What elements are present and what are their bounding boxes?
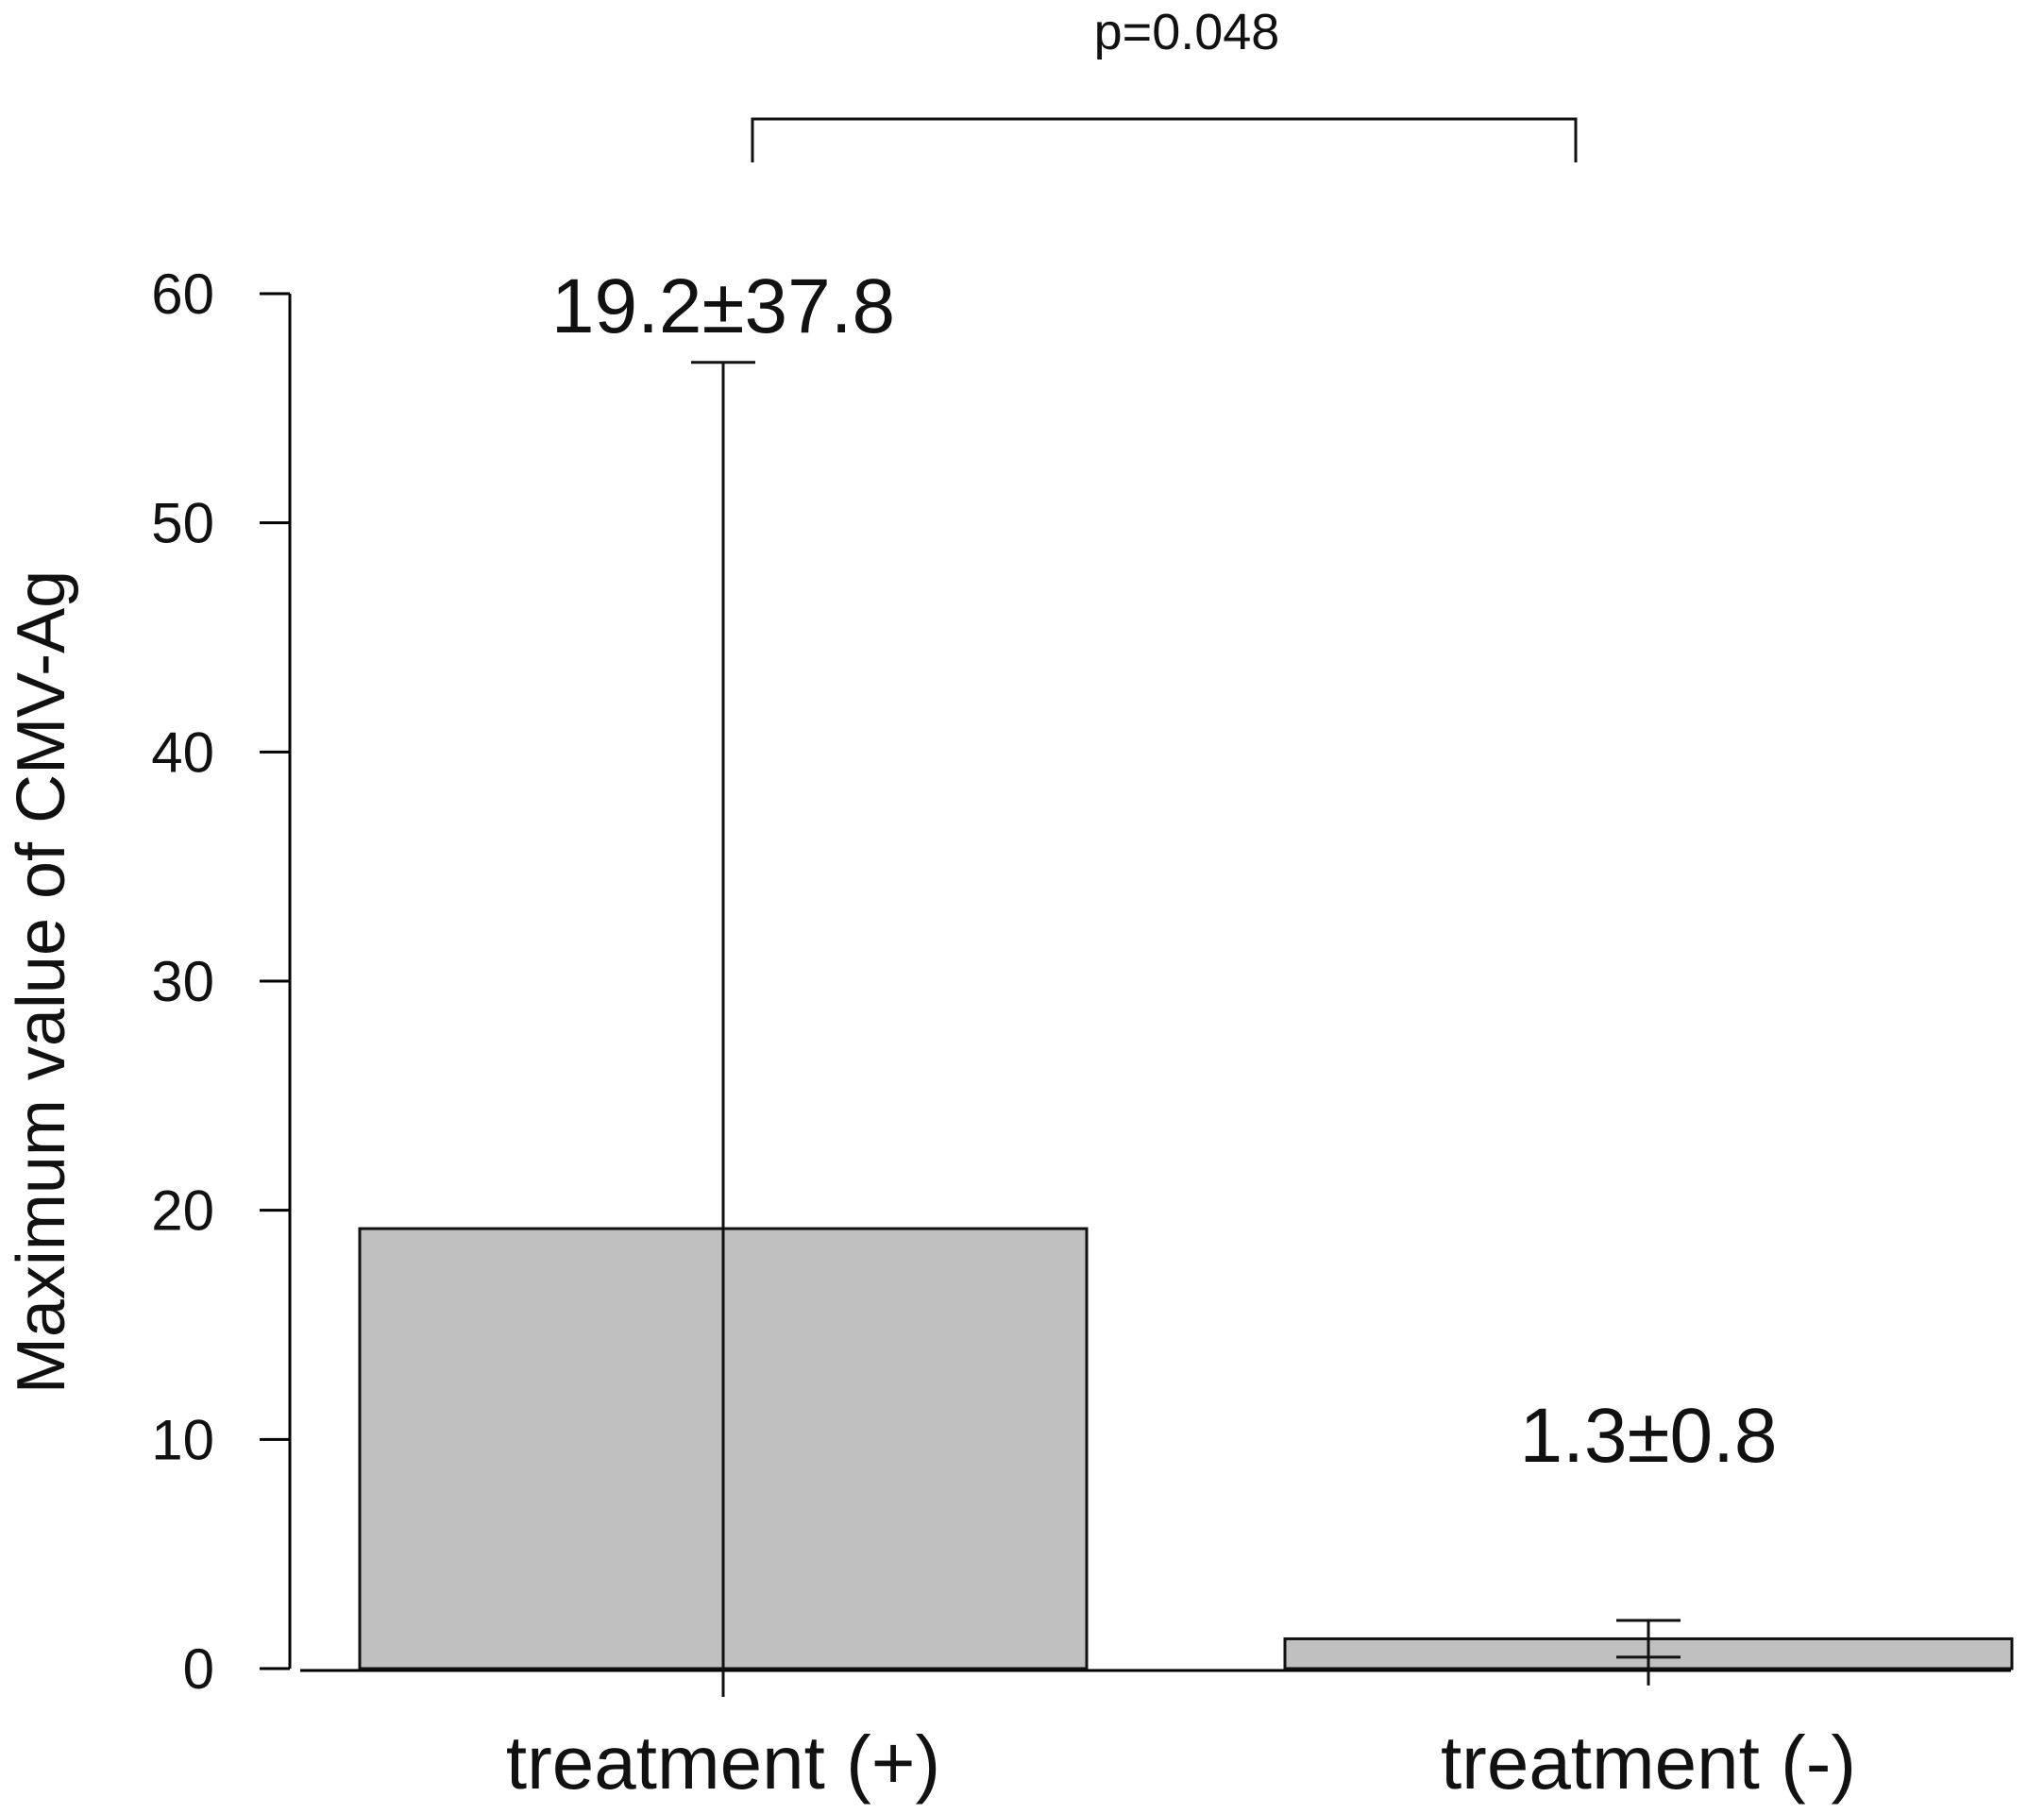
y-tick-label: 0 xyxy=(183,1637,214,1701)
data-label: 19.2±37.8 xyxy=(551,263,895,349)
y-axis: 0 10 20 30 40 50 60 xyxy=(151,263,292,1701)
y-tick-label: 30 xyxy=(151,950,214,1013)
y-tick-label: 20 xyxy=(151,1179,214,1243)
data-labels: 19.2±37.8 1.3±0.8 xyxy=(551,263,1778,1479)
y-tick-label: 60 xyxy=(151,263,214,326)
data-label: 1.3±0.8 xyxy=(1520,1393,1778,1479)
error-bars xyxy=(691,361,1681,1697)
y-axis-title: Maximum value of CMV-Ag xyxy=(4,570,79,1394)
significance-label: p=0.048 xyxy=(1094,4,1280,60)
y-tick-label: 40 xyxy=(151,721,214,784)
significance-bracket xyxy=(751,117,1578,162)
x-category-label: treatment (+) xyxy=(506,1721,940,1805)
y-tick-label: 10 xyxy=(151,1408,214,1471)
significance-annotation: p=0.048 xyxy=(751,4,1578,162)
y-tick-label: 50 xyxy=(151,492,214,555)
category-labels: treatment (+) treatment (-) xyxy=(506,1721,1856,1805)
x-category-label: treatment (-) xyxy=(1441,1721,1856,1805)
